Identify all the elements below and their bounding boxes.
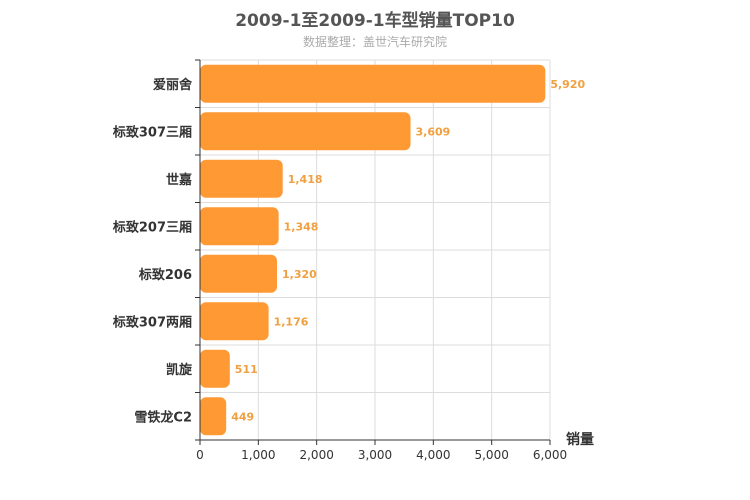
x-tick-label: 2,000 bbox=[299, 448, 333, 462]
bar[interactable] bbox=[200, 207, 279, 246]
category-label: 凯旋 bbox=[166, 362, 193, 378]
category-label: 标致307两厢 bbox=[112, 314, 192, 330]
bar[interactable] bbox=[200, 397, 227, 436]
value-label: 1,320 bbox=[282, 268, 317, 281]
labels: 5,920 爱丽舍 3,609 标致307三厢 1,418 世嘉 1,348 标致207三厢 1… bbox=[112, 77, 586, 462]
grid-lines bbox=[199, 59, 551, 441]
category-label: 标致307三厢 bbox=[112, 124, 192, 140]
bar[interactable] bbox=[200, 159, 283, 198]
x-tick-label: 1,000 bbox=[241, 448, 275, 462]
bar[interactable] bbox=[200, 349, 230, 388]
category-label: 世嘉 bbox=[166, 172, 192, 188]
x-tick-label: 4,000 bbox=[416, 448, 450, 462]
value-label: 511 bbox=[235, 363, 258, 376]
value-label: 1,176 bbox=[274, 315, 309, 328]
value-label: 1,348 bbox=[284, 220, 319, 233]
x-axis-name: 销量 bbox=[566, 431, 594, 448]
chart-subtitle: 数据整理：盖世汽车研究院 bbox=[302, 35, 447, 49]
value-label: 5,920 bbox=[550, 78, 585, 91]
bar[interactable] bbox=[200, 112, 411, 151]
category-label: 标致206 bbox=[138, 267, 192, 283]
x-tick-label: 5,000 bbox=[474, 448, 508, 462]
axes bbox=[195, 59, 551, 445]
x-tick-label: 3,000 bbox=[358, 448, 392, 462]
category-label: 雪铁龙C2 bbox=[134, 409, 192, 425]
bar[interactable] bbox=[200, 64, 546, 103]
x-tick-label: 6,000 bbox=[533, 448, 567, 462]
chart-title: 2009-1至2009-1车型销量TOP10 bbox=[235, 11, 515, 31]
bars bbox=[200, 64, 546, 436]
value-label: 1,418 bbox=[288, 173, 323, 186]
bar[interactable] bbox=[200, 302, 269, 341]
category-label: 标致207三厢 bbox=[112, 219, 192, 235]
bar[interactable] bbox=[200, 254, 277, 293]
x-tick-label: 0 bbox=[196, 448, 204, 462]
value-label: 449 bbox=[231, 410, 254, 423]
value-label: 3,609 bbox=[416, 125, 451, 138]
category-label: 爱丽舍 bbox=[153, 77, 193, 93]
